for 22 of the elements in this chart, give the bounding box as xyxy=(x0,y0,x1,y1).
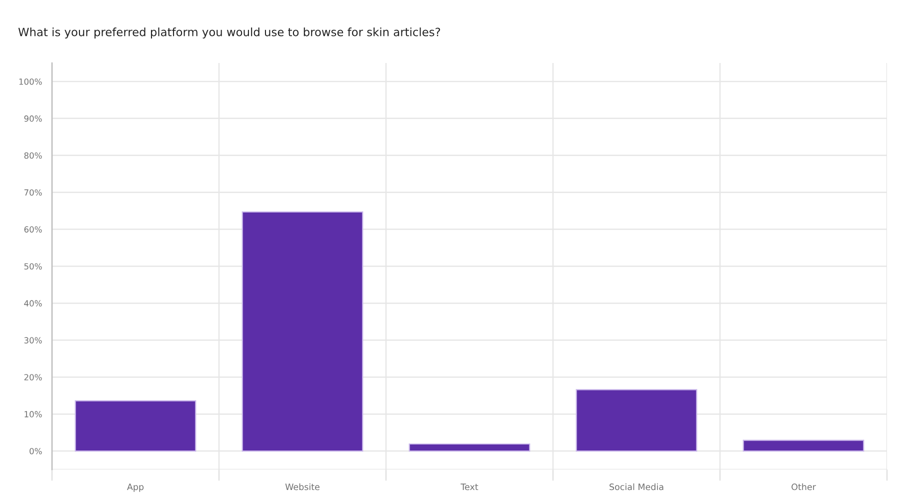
y-tick-label: 0% xyxy=(30,448,42,454)
y-tick-label: 80% xyxy=(24,152,42,159)
y-tick-label: 70% xyxy=(24,189,42,196)
y-tick-label: 10% xyxy=(24,411,42,418)
y-tick-label: 90% xyxy=(24,115,42,122)
bar xyxy=(576,389,698,452)
y-tick-label: 30% xyxy=(24,337,42,344)
bar xyxy=(74,400,196,452)
x-tick-label: Social Media xyxy=(610,483,664,490)
chart-title: What is your preferred platform you would use to browse for skin articles? xyxy=(18,27,440,39)
x-tick-label: Other xyxy=(792,483,816,490)
x-tick-label: Website xyxy=(285,483,320,490)
bar xyxy=(242,211,364,452)
y-tick-label: 40% xyxy=(24,300,42,306)
x-tick-label: App xyxy=(127,484,144,492)
bar xyxy=(408,443,530,452)
bar xyxy=(742,440,864,452)
y-tick-label: 60% xyxy=(24,226,42,233)
y-tick-label: 50% xyxy=(24,263,42,270)
y-tick-label: 20% xyxy=(24,374,42,380)
x-tick-label: Text xyxy=(460,484,478,490)
y-tick-label: 100% xyxy=(19,78,42,85)
